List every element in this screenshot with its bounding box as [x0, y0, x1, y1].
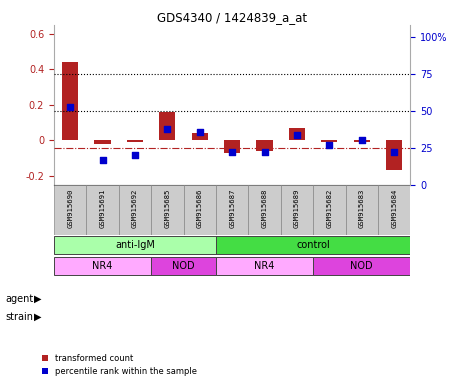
- Point: [358, 137, 365, 144]
- Text: GSM915689: GSM915689: [294, 189, 300, 228]
- Point: [228, 149, 236, 155]
- Bar: [386, 140, 402, 170]
- Point: [390, 149, 398, 155]
- Bar: [183, 185, 216, 235]
- Point: [131, 152, 139, 158]
- Bar: [321, 140, 338, 142]
- Point: [99, 157, 106, 163]
- Text: NOD: NOD: [350, 261, 373, 271]
- Text: GSM915683: GSM915683: [359, 189, 365, 228]
- Bar: [289, 128, 305, 140]
- Point: [164, 126, 171, 132]
- Bar: [257, 140, 272, 151]
- Bar: [216, 185, 249, 235]
- Bar: [313, 257, 410, 275]
- Bar: [192, 133, 208, 140]
- Bar: [354, 140, 370, 142]
- Bar: [54, 257, 151, 275]
- Bar: [54, 185, 86, 235]
- Bar: [224, 140, 240, 153]
- Text: ▶: ▶: [34, 312, 41, 322]
- Bar: [94, 140, 111, 144]
- Point: [325, 142, 333, 148]
- Bar: [281, 185, 313, 235]
- Text: GSM915684: GSM915684: [391, 189, 397, 228]
- Point: [196, 129, 204, 135]
- Bar: [313, 185, 346, 235]
- Bar: [249, 185, 281, 235]
- Text: GSM915692: GSM915692: [132, 189, 138, 228]
- Text: NOD: NOD: [172, 261, 195, 271]
- Text: anti-IgM: anti-IgM: [115, 240, 155, 250]
- Legend: transformed count, percentile rank within the sample: transformed count, percentile rank withi…: [42, 354, 197, 376]
- Text: GSM915685: GSM915685: [164, 189, 170, 228]
- Text: GSM915691: GSM915691: [99, 189, 106, 228]
- Text: strain: strain: [6, 312, 34, 322]
- Bar: [54, 236, 216, 255]
- Text: ▶: ▶: [34, 294, 41, 304]
- Text: GSM915682: GSM915682: [326, 189, 333, 228]
- Text: agent: agent: [6, 294, 34, 304]
- Bar: [151, 257, 216, 275]
- Bar: [216, 257, 313, 275]
- Point: [261, 149, 268, 155]
- Point: [67, 103, 74, 109]
- Text: control: control: [296, 240, 330, 250]
- Bar: [127, 140, 143, 142]
- Text: NR4: NR4: [254, 261, 275, 271]
- Text: GSM915687: GSM915687: [229, 189, 235, 228]
- Bar: [216, 236, 410, 255]
- Bar: [86, 185, 119, 235]
- Title: GDS4340 / 1424839_a_at: GDS4340 / 1424839_a_at: [157, 11, 307, 24]
- Bar: [62, 62, 78, 140]
- Bar: [378, 185, 410, 235]
- Bar: [151, 185, 183, 235]
- Text: GSM915688: GSM915688: [262, 189, 267, 228]
- Bar: [159, 112, 175, 140]
- Bar: [119, 185, 151, 235]
- Text: GSM915686: GSM915686: [197, 189, 203, 228]
- Bar: [346, 185, 378, 235]
- Text: NR4: NR4: [92, 261, 113, 271]
- Point: [293, 131, 301, 137]
- Text: GSM915690: GSM915690: [67, 189, 73, 228]
